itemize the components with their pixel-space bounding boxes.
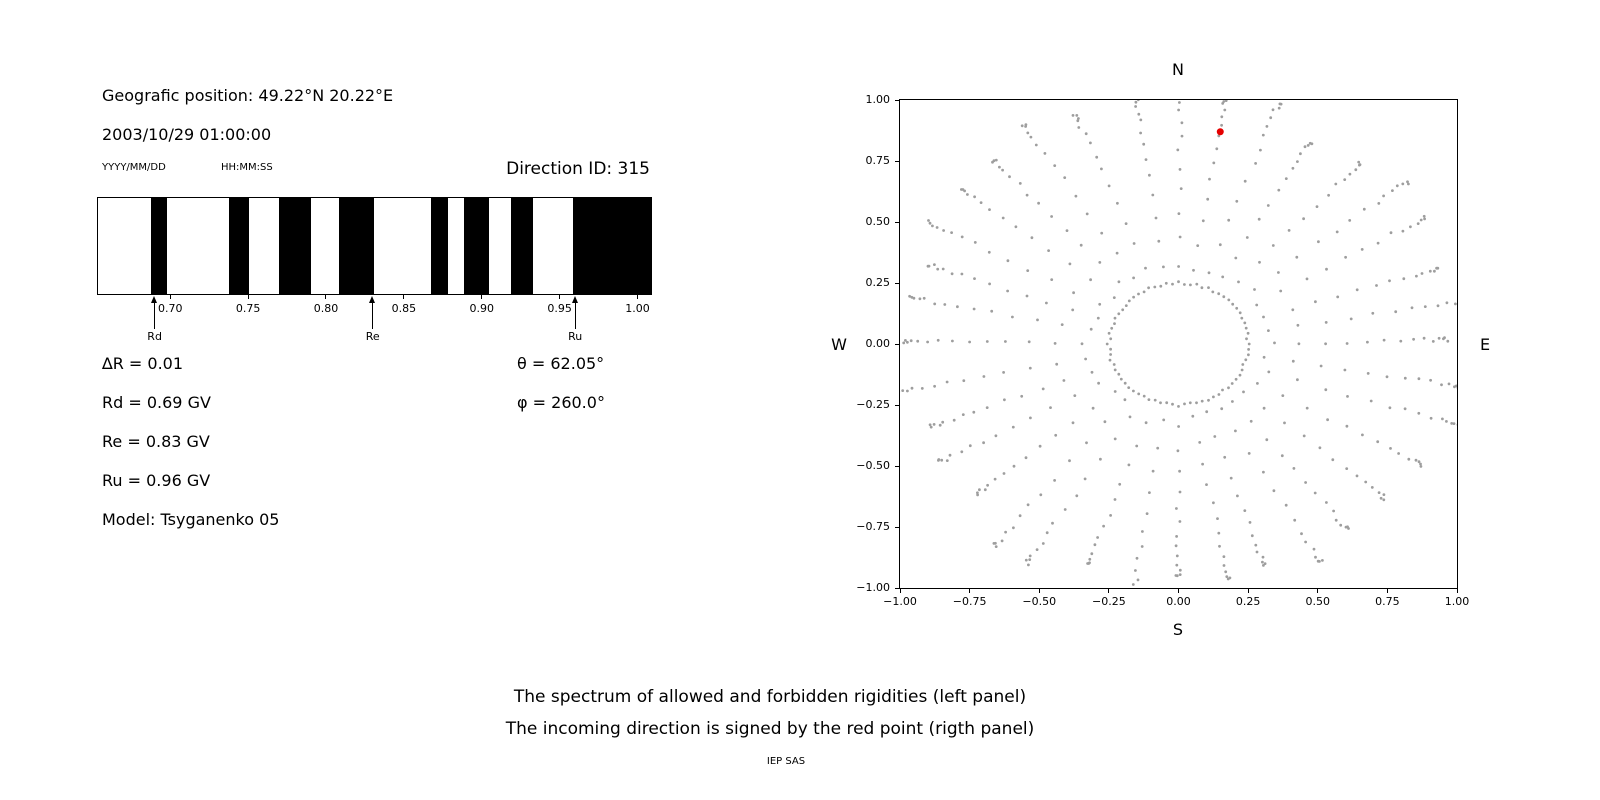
scatter-x-tick-label: −0.50	[1022, 595, 1057, 608]
spectrum-x-tick-mark	[481, 295, 483, 299]
param-rd: Rd = 0.69 GV	[102, 393, 211, 412]
scatter-y-tick-label: −0.25	[856, 398, 890, 411]
scatter-x-tick-mark	[899, 589, 901, 593]
scatter-y-tick-mark	[895, 526, 899, 528]
allowed-band	[339, 198, 374, 294]
scatter-y-tick-mark	[895, 160, 899, 162]
compass-north-label: N	[1172, 60, 1184, 79]
asymptotic-direction-dots	[900, 100, 1457, 586]
scatter-x-tick-label: −0.75	[952, 595, 987, 608]
time-format-label: HH:MM:SS	[221, 162, 273, 173]
scatter-x-tick-label: 0.50	[1305, 595, 1331, 608]
date-format-label: YYYY/MM/DD	[102, 162, 166, 173]
scatter-y-tick-mark	[895, 587, 899, 589]
marker-arrow-line	[574, 303, 576, 329]
param-ru: Ru = 0.96 GV	[102, 471, 211, 490]
red-point	[1216, 128, 1224, 136]
spectrum-x-tick-mark	[559, 295, 561, 299]
scatter-y-tick-label: −0.75	[856, 520, 890, 533]
scatter-x-tick-mark	[1247, 589, 1249, 593]
scatter-y-tick-label: 0.50	[865, 215, 891, 228]
allowed-band	[510, 198, 533, 294]
scatter-y-tick-label: −1.00	[856, 581, 890, 594]
scatter-x-tick-label: −1.00	[883, 595, 917, 608]
spectrum-x-tick-label: 0.75	[235, 302, 261, 315]
scatter-y-tick-label: 0.25	[865, 276, 891, 289]
spectrum-x-tick-mark	[169, 295, 171, 299]
compass-west-label: W	[831, 335, 847, 354]
spectrum-x-tick-label: 0.95	[547, 302, 572, 315]
scatter-x-tick-label: 0.75	[1375, 595, 1400, 608]
scatter-x-tick-mark	[1317, 589, 1319, 593]
scatter-y-tick-mark	[895, 404, 899, 406]
marker-arrow-head	[571, 296, 578, 303]
allowed-band	[464, 198, 489, 294]
scatter-x-tick-label: 0.00	[1166, 595, 1191, 608]
caption-line-2: The incoming direction is signed by the …	[505, 719, 1035, 739]
scatter-y-tick-label: 0.75	[865, 154, 891, 167]
param-theta: θ = 62.05°	[517, 354, 605, 373]
scatter-x-tick-mark	[1386, 589, 1388, 593]
marker-arrow-line	[372, 303, 374, 329]
scatter-x-tick-mark	[969, 589, 971, 593]
scatter-x-tick-mark	[1108, 589, 1110, 593]
spectrum-x-tick-label: 0.70	[157, 302, 183, 315]
param-phi: φ = 260.0°	[517, 393, 605, 412]
spectrum-x-tick-label: 0.90	[469, 302, 495, 315]
spectrum-x-tick-mark	[325, 295, 327, 299]
spectrum-x-tick-label: 1.00	[625, 302, 650, 315]
scatter-x-tick-mark	[1456, 589, 1458, 593]
allowed-band	[573, 198, 651, 294]
marker-arrow-head	[369, 296, 376, 303]
marker-label: Rd	[147, 330, 162, 343]
geographic-position-label: Geografic position: 49.22°N 20.22°E	[102, 86, 394, 105]
scatter-y-tick-label: 0.00	[865, 337, 891, 350]
spectrum-x-tick-label: 0.85	[391, 302, 417, 315]
scatter-canvas	[900, 100, 1457, 586]
scatter-y-tick-mark	[895, 282, 899, 284]
allowed-band	[431, 198, 449, 294]
scatter-y-tick-mark	[895, 465, 899, 467]
scatter-y-tick-mark	[895, 99, 899, 101]
spectrum-x-tick-label: 0.80	[313, 302, 339, 315]
scatter-x-tick-mark	[1038, 589, 1040, 593]
scatter-y-tick-label: −0.50	[856, 459, 890, 472]
param-delta-r: ∆R = 0.01	[102, 354, 184, 373]
spectrum-x-tick-mark	[403, 295, 405, 299]
marker-arrow-line	[154, 303, 156, 329]
scatter-x-tick-label: 0.25	[1235, 595, 1261, 608]
allowed-band	[278, 198, 312, 294]
datetime-label: 2003/10/29 01:00:00	[102, 125, 272, 144]
scatter-y-tick-mark	[895, 343, 899, 345]
compass-east-label: E	[1479, 335, 1491, 354]
scatter-y-tick-mark	[895, 221, 899, 223]
spectrum-x-tick-mark	[247, 295, 249, 299]
spectrum-x-tick-mark	[637, 295, 639, 299]
credit-label: IEP SAS	[766, 756, 806, 767]
param-model: Model: Tsyganenko 05	[102, 510, 280, 529]
scatter-x-tick-label: −0.25	[1092, 595, 1126, 608]
direction-id-label: Direction ID: 315	[506, 159, 650, 179]
param-re: Re = 0.83 GV	[102, 432, 210, 451]
allowed-band	[228, 198, 250, 294]
allowed-band	[150, 198, 167, 294]
marker-arrow-head	[151, 296, 158, 303]
marker-label: Re	[365, 330, 380, 343]
scatter-x-tick-mark	[1178, 589, 1179, 593]
compass-south-label: S	[1172, 620, 1184, 639]
spectrum-plot	[97, 197, 652, 295]
marker-label: Ru	[568, 330, 583, 343]
scatter-x-tick-label: 1.00	[1444, 595, 1470, 608]
scatter-y-tick-label: 1.00	[865, 93, 891, 106]
caption-line-1: The spectrum of allowed and forbidden ri…	[513, 687, 1027, 707]
direction-plot	[899, 99, 1458, 589]
